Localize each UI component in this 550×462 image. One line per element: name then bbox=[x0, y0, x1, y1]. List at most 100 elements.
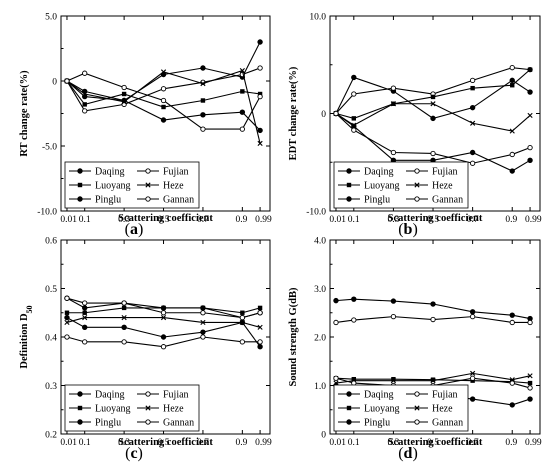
data-point-heze-stroke bbox=[257, 140, 263, 146]
x-tick-label: 0.3 bbox=[118, 438, 130, 448]
data-point-heze-stroke bbox=[200, 81, 206, 87]
legend-label: Heze bbox=[163, 181, 184, 192]
y-axis-title: Definition D50 bbox=[19, 305, 34, 368]
data-point-daqing bbox=[527, 89, 533, 95]
data-point-heze bbox=[160, 315, 167, 321]
data-point-heze bbox=[509, 128, 515, 134]
data-point-heze bbox=[430, 378, 436, 384]
x-tick-label: 0.01 bbox=[329, 438, 346, 448]
data-point-daqing bbox=[200, 65, 206, 71]
legend-label: Fujian bbox=[163, 390, 189, 401]
x-tick-label: 0.9 bbox=[505, 438, 517, 448]
legend-marker bbox=[145, 182, 151, 188]
y-tick-label: 2.0 bbox=[314, 334, 326, 344]
data-point-heze-stroke bbox=[64, 319, 70, 326]
series-gannan bbox=[333, 110, 533, 166]
data-point-heze bbox=[390, 101, 397, 107]
series-line-fujian bbox=[335, 67, 531, 114]
data-point-gannan bbox=[239, 126, 246, 132]
series-gannan bbox=[64, 295, 263, 321]
data-point-luoyang bbox=[391, 376, 396, 382]
legend-label: Daqing bbox=[95, 390, 124, 401]
data-point-daqing bbox=[430, 301, 436, 307]
legend-marker bbox=[346, 196, 352, 202]
data-point-heze-stroke bbox=[160, 69, 167, 75]
x-axis-title: Scattering coefficient bbox=[388, 213, 483, 224]
data-point-fujian bbox=[527, 319, 533, 326]
y-tick-label: 0.4 bbox=[45, 334, 57, 344]
data-point-gannan bbox=[469, 160, 476, 166]
data-point-pinglu bbox=[160, 334, 167, 340]
chart-panel-d: 0 1.0 2.0 3.0 4.0 0.01 0.1 0.3 0.5 0.7 0.9 0.99 Scat… bbox=[288, 237, 542, 462]
data-point-luoyang bbox=[240, 89, 245, 94]
data-point-pinglu bbox=[239, 109, 246, 115]
data-point-heze-stroke bbox=[470, 120, 476, 126]
data-point-gannan bbox=[469, 375, 476, 381]
y-tick-label: 0.5 bbox=[45, 285, 57, 295]
data-point-daqing bbox=[509, 77, 515, 84]
data-point-fujian bbox=[351, 91, 357, 97]
legend-marker bbox=[145, 419, 151, 425]
data-point-fujian bbox=[64, 334, 70, 340]
chart-panel-c: 0.2 0.3 0.4 0.5 0.6 0.01 0.1 0.3 0.5 0.7 0.9 0.99 Sc… bbox=[19, 237, 272, 462]
legend-marker bbox=[77, 168, 83, 174]
data-point-gannan bbox=[430, 150, 436, 157]
legend-label: Luoyang bbox=[364, 181, 400, 192]
y-tick-label: 0.2 bbox=[45, 431, 57, 441]
chart-panel-b: -10.0 0 10.0 0.01 0.1 0.3 0.5 0.7 0.9 0.99 Scatter… bbox=[288, 13, 542, 239]
y-tick-label: 1.0 bbox=[314, 382, 326, 392]
series-fujian bbox=[333, 313, 533, 326]
x-tick-label: 0.7 bbox=[467, 438, 479, 448]
data-point-pinglu bbox=[160, 117, 167, 123]
series-line-heze bbox=[66, 317, 261, 328]
data-point-luoyang bbox=[351, 376, 357, 382]
x-tick-label: 0.1 bbox=[79, 438, 91, 448]
data-point-gannan bbox=[160, 310, 167, 316]
data-point-gannan bbox=[257, 93, 263, 100]
data-point-fujian bbox=[351, 317, 357, 323]
y-tick-label: -5.0 bbox=[42, 143, 57, 153]
legend-label: Pinglu bbox=[364, 418, 390, 429]
data-point-heze bbox=[82, 315, 88, 321]
data-point-heze bbox=[160, 69, 167, 75]
legend-marker bbox=[414, 391, 420, 397]
data-point-pinglu bbox=[527, 396, 533, 402]
data-point-heze bbox=[239, 68, 245, 74]
legend-marker bbox=[346, 168, 352, 174]
series-luoyang bbox=[64, 305, 263, 315]
data-point-luoyang bbox=[64, 310, 70, 315]
legend-label: Gannan bbox=[163, 418, 194, 429]
data-point-luoyang bbox=[82, 310, 87, 315]
x-tick-label: 0.3 bbox=[387, 438, 399, 448]
data-point-fujian bbox=[509, 65, 515, 71]
series-daqing bbox=[333, 296, 533, 322]
x-tick-label: 0.9 bbox=[235, 438, 247, 448]
data-point-fujian bbox=[239, 339, 246, 345]
chart-panel-a: -10.0 -5.0 0 5.0 0.01 0.1 0.3 0.5 0.7 0.9 0.99 Scat… bbox=[19, 13, 272, 239]
data-point-fujian bbox=[469, 77, 476, 84]
data-point-fujian bbox=[509, 319, 515, 326]
legend-label: Heze bbox=[163, 404, 184, 415]
x-tick-label: 0.7 bbox=[197, 438, 209, 448]
data-point-luoyang bbox=[351, 116, 357, 121]
legend-marker-stroke bbox=[414, 405, 420, 411]
legend-label: Fujian bbox=[432, 390, 458, 401]
data-point-fujian bbox=[469, 313, 476, 320]
data-point-daqing bbox=[82, 305, 88, 311]
data-point-fujian bbox=[121, 339, 127, 345]
data-point-pinglu bbox=[82, 324, 88, 330]
legend-marker bbox=[77, 196, 83, 202]
y-axis-title: Sound strength G(dB) bbox=[288, 287, 299, 387]
x-tick-label: 0.3 bbox=[118, 215, 130, 225]
x-tick-label: 0.5 bbox=[427, 215, 439, 225]
data-point-heze-stroke bbox=[527, 112, 533, 119]
legend-marker bbox=[77, 405, 83, 411]
data-point-pinglu bbox=[527, 157, 533, 164]
x-tick-label: 0.01 bbox=[329, 215, 346, 225]
data-point-fujian bbox=[390, 85, 397, 91]
legend-marker bbox=[346, 182, 352, 188]
data-point-luoyang bbox=[510, 83, 515, 88]
data-point-gannan bbox=[509, 151, 515, 158]
data-point-daqing bbox=[351, 296, 357, 302]
data-point-luoyang bbox=[257, 305, 263, 311]
